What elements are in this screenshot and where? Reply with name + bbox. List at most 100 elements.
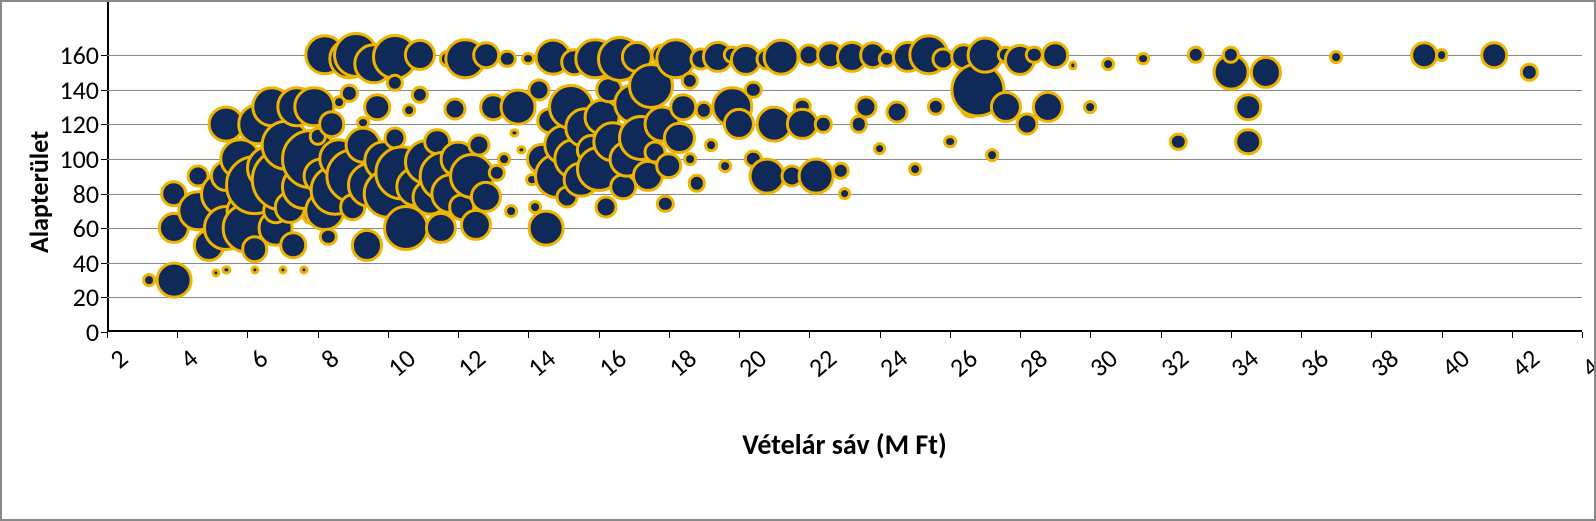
data-bubble — [278, 265, 287, 274]
data-bubble — [299, 265, 308, 274]
data-bubble — [472, 41, 500, 69]
data-bubble — [497, 152, 511, 166]
data-bubble — [1410, 41, 1438, 69]
x-tick-mark — [388, 332, 389, 338]
x-axis-line — [107, 330, 1582, 332]
x-tick-mark — [107, 332, 108, 338]
x-tick-label: 44 — [1575, 342, 1596, 383]
data-bubble — [402, 104, 416, 118]
x-tick-mark — [1161, 332, 1162, 338]
x-tick-mark — [1512, 332, 1513, 338]
x-tick-label: 2 — [103, 342, 134, 375]
data-bubble — [403, 39, 435, 71]
data-bubble — [669, 93, 697, 121]
x-tick-mark — [880, 332, 881, 338]
x-tick-mark — [528, 332, 529, 338]
gridline — [107, 263, 1582, 264]
data-bubble — [985, 149, 999, 163]
x-tick-label: 20 — [732, 342, 773, 383]
data-bubble — [364, 93, 392, 121]
data-bubble — [443, 97, 466, 120]
data-bubble — [468, 134, 491, 157]
x-tick-mark — [318, 332, 319, 338]
data-bubble — [798, 158, 835, 195]
data-bubble — [1235, 128, 1263, 156]
x-tick-label: 30 — [1083, 342, 1124, 383]
data-bubble — [1235, 93, 1263, 121]
y-tick-label: 80 — [73, 178, 107, 210]
data-bubble — [838, 187, 852, 201]
data-bubble — [470, 181, 502, 213]
data-bubble — [522, 52, 536, 66]
gridline — [107, 297, 1582, 298]
data-bubble — [279, 232, 307, 260]
x-tick-label: 42 — [1505, 342, 1546, 383]
data-bubble — [873, 142, 887, 156]
data-bubble — [504, 204, 518, 218]
data-bubble — [1136, 52, 1150, 66]
y-tick-label: 0 — [86, 316, 107, 348]
data-bubble — [744, 80, 762, 98]
x-tick-label: 34 — [1224, 342, 1265, 383]
data-bubble — [1101, 57, 1115, 71]
data-bubble — [142, 273, 156, 287]
data-bubble — [1186, 46, 1204, 64]
x-tick-label: 16 — [592, 342, 633, 383]
y-axis-label-text: Alapterület — [23, 203, 55, 253]
data-bubble — [943, 135, 957, 149]
data-bubble — [1329, 50, 1343, 64]
data-bubble — [460, 209, 492, 241]
plot-area: 0204060801001201401602468101214161820222… — [107, 0, 1582, 332]
data-bubble — [688, 174, 706, 192]
y-tick-label: 20 — [73, 281, 107, 313]
data-bubble — [695, 101, 713, 119]
x-tick-mark — [458, 332, 459, 338]
data-bubble — [723, 108, 755, 140]
data-bubble — [886, 101, 909, 124]
x-tick-label: 24 — [873, 342, 914, 383]
x-tick-label: 6 — [244, 342, 275, 375]
data-bubble — [683, 152, 697, 166]
data-bubble — [1032, 91, 1064, 123]
data-bubble — [681, 72, 699, 90]
data-bubble — [655, 152, 683, 180]
x-tick-label: 14 — [521, 342, 562, 383]
data-bubble — [1083, 100, 1097, 114]
data-bubble — [250, 265, 259, 274]
data-bubble — [211, 269, 220, 278]
data-bubble — [1520, 63, 1538, 81]
x-tick-label: 36 — [1294, 342, 1335, 383]
data-bubble — [1041, 41, 1069, 69]
y-tick-label: 60 — [73, 212, 107, 244]
data-bubble — [1169, 132, 1187, 150]
data-bubble — [318, 111, 346, 139]
x-tick-mark — [1582, 332, 1583, 338]
x-tick-mark — [177, 332, 178, 338]
data-bubble — [1480, 41, 1508, 69]
y-tick-label: 40 — [73, 247, 107, 279]
data-bubble — [656, 195, 674, 213]
x-tick-label: 18 — [662, 342, 703, 383]
x-tick-label: 4 — [174, 342, 205, 375]
data-bubble — [517, 146, 526, 155]
data-bubble — [528, 210, 565, 247]
x-tick-mark — [669, 332, 670, 338]
x-tick-label: 40 — [1435, 342, 1476, 383]
data-bubble — [814, 115, 832, 133]
x-tick-mark — [739, 332, 740, 338]
x-tick-label: 28 — [1013, 342, 1054, 383]
x-tick-label: 22 — [802, 342, 843, 383]
x-tick-mark — [599, 332, 600, 338]
data-bubble — [1250, 56, 1282, 88]
x-tick-mark — [1231, 332, 1232, 338]
data-bubble — [340, 84, 358, 102]
data-bubble — [763, 38, 800, 75]
x-tick-mark — [247, 332, 248, 338]
data-bubble — [510, 128, 519, 137]
data-bubble — [594, 196, 617, 219]
x-tick-mark — [809, 332, 810, 338]
x-tick-label: 10 — [381, 342, 422, 383]
x-tick-label: 8 — [314, 342, 345, 375]
y-tick-label: 140 — [59, 74, 107, 106]
data-bubble — [854, 96, 877, 119]
